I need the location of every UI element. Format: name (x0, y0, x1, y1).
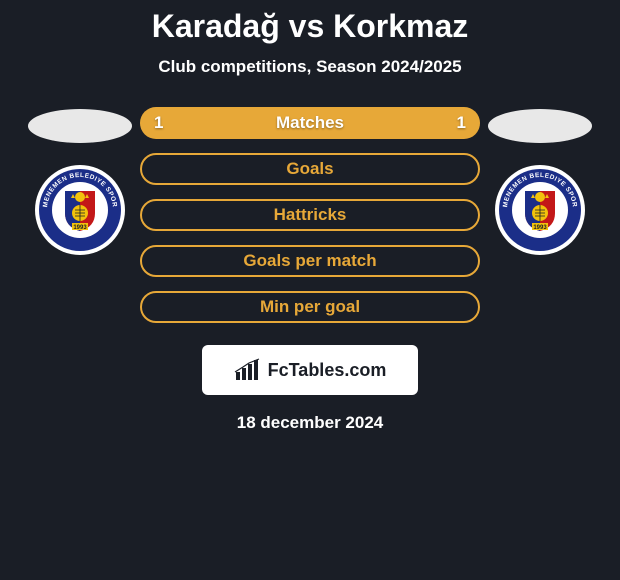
branding-text: FcTables.com (268, 360, 387, 381)
comparison-row: MENEMEN BELEDIYE SPOR KULÜBÜ 1993 (0, 107, 620, 433)
left-player-side: MENEMEN BELEDIYE SPOR KULÜBÜ 1993 (20, 107, 140, 255)
footer-date: 18 december 2024 (237, 413, 384, 433)
right-player-silhouette (488, 109, 592, 143)
page-subtitle: Club competitions, Season 2024/2025 (0, 57, 620, 77)
stat-right-value: 1 (457, 107, 466, 139)
stat-label: Goals (286, 159, 333, 179)
stat-row-min-per-goal: Min per goal (140, 291, 480, 323)
page-container: Karadağ vs Korkmaz Club competitions, Se… (0, 0, 620, 433)
stat-label: Goals per match (243, 251, 376, 271)
left-club-badge: MENEMEN BELEDIYE SPOR KULÜBÜ 1993 (35, 165, 125, 255)
stat-label: Min per goal (260, 297, 360, 317)
right-club-badge: MENEMEN BELEDIYE SPOR KULÜBÜ 1993 (495, 165, 585, 255)
club-badge-icon: MENEMEN BELEDIYE SPOR KULÜBÜ 1993 (35, 165, 125, 255)
page-title: Karadağ vs Korkmaz (0, 8, 620, 45)
svg-text:1993: 1993 (533, 225, 547, 231)
stat-label: Matches (140, 107, 480, 139)
stat-label: Hattricks (274, 205, 347, 225)
stat-row-hattricks: Hattricks (140, 199, 480, 231)
club-badge-icon: MENEMEN BELEDIYE SPOR KULÜBÜ 1993 (495, 165, 585, 255)
left-player-silhouette (28, 109, 132, 143)
stat-row-goals: Goals (140, 153, 480, 185)
stats-center: 1 Matches 1 Goals Hattricks Goals per ma… (140, 107, 480, 433)
stat-row-goals-per-match: Goals per match (140, 245, 480, 277)
branding-box: FcTables.com (202, 345, 418, 395)
stat-row-matches: 1 Matches 1 (140, 107, 480, 139)
right-player-side: MENEMEN BELEDIYE SPOR KULÜBÜ 1993 (480, 107, 600, 255)
bar-chart-icon (234, 358, 262, 382)
svg-text:1993: 1993 (73, 225, 87, 231)
